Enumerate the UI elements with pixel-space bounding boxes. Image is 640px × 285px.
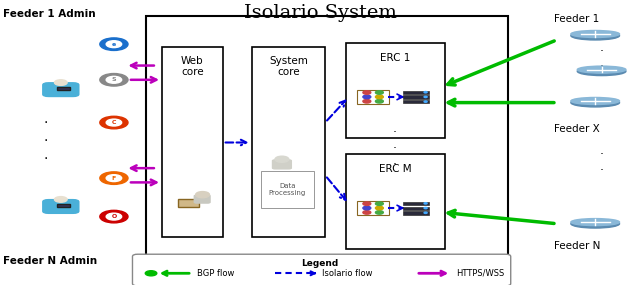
FancyBboxPatch shape [193, 194, 211, 204]
FancyBboxPatch shape [272, 159, 292, 170]
Text: Isolario flow: Isolario flow [322, 269, 372, 278]
Circle shape [363, 95, 371, 99]
FancyBboxPatch shape [403, 207, 429, 210]
Circle shape [106, 119, 122, 126]
Circle shape [100, 172, 128, 184]
FancyBboxPatch shape [58, 204, 70, 207]
Circle shape [363, 202, 371, 205]
Ellipse shape [577, 66, 626, 73]
Circle shape [54, 80, 67, 86]
Circle shape [196, 192, 209, 198]
FancyBboxPatch shape [42, 199, 79, 214]
Ellipse shape [571, 30, 620, 38]
Circle shape [363, 211, 371, 214]
Ellipse shape [571, 31, 620, 40]
Ellipse shape [571, 219, 620, 228]
FancyBboxPatch shape [58, 87, 70, 90]
Text: Feeder N: Feeder N [554, 241, 600, 251]
FancyBboxPatch shape [162, 47, 223, 237]
Ellipse shape [571, 98, 620, 107]
FancyBboxPatch shape [403, 211, 429, 215]
Circle shape [363, 91, 371, 94]
Circle shape [106, 41, 122, 48]
Text: Feeder X: Feeder X [554, 124, 599, 134]
Text: e: e [112, 42, 116, 47]
Text: Feeder 1 Admin: Feeder 1 Admin [3, 9, 96, 19]
Circle shape [424, 203, 427, 204]
Text: O: O [111, 214, 116, 219]
Text: S: S [111, 77, 116, 82]
FancyBboxPatch shape [177, 199, 198, 207]
Circle shape [100, 38, 128, 50]
Ellipse shape [577, 67, 626, 76]
Ellipse shape [571, 97, 620, 105]
Circle shape [376, 206, 383, 210]
Circle shape [424, 91, 427, 93]
Circle shape [106, 175, 122, 182]
Circle shape [363, 206, 371, 210]
Circle shape [376, 99, 383, 103]
FancyBboxPatch shape [146, 16, 508, 256]
FancyBboxPatch shape [42, 82, 79, 97]
Text: ·
·: · · [600, 148, 604, 177]
FancyBboxPatch shape [132, 254, 511, 285]
Circle shape [363, 99, 371, 103]
Circle shape [275, 156, 289, 162]
Text: Legend: Legend [301, 259, 339, 268]
Circle shape [424, 101, 427, 102]
Circle shape [100, 210, 128, 223]
Circle shape [424, 96, 427, 97]
Circle shape [376, 91, 383, 94]
Circle shape [145, 271, 157, 276]
Text: ·
·
·: · · · [600, 30, 604, 73]
Text: System
core: System core [269, 56, 308, 77]
FancyBboxPatch shape [252, 47, 325, 237]
Text: BGP flow: BGP flow [197, 269, 234, 278]
FancyBboxPatch shape [346, 43, 445, 138]
Circle shape [106, 213, 122, 220]
Circle shape [424, 207, 427, 209]
Text: Web
core: Web core [181, 56, 204, 77]
FancyBboxPatch shape [403, 100, 429, 103]
Text: HTTPS/WSS: HTTPS/WSS [456, 269, 504, 278]
Circle shape [376, 95, 383, 99]
Text: ·
·
·: · · · [393, 126, 397, 171]
FancyBboxPatch shape [403, 202, 429, 205]
Text: C: C [111, 120, 116, 125]
Circle shape [424, 212, 427, 213]
FancyBboxPatch shape [403, 91, 429, 94]
Circle shape [376, 211, 383, 214]
Text: Feeder N Admin: Feeder N Admin [3, 256, 97, 266]
Text: ERC 1: ERC 1 [380, 53, 410, 63]
FancyBboxPatch shape [403, 95, 429, 99]
Text: ·
·
·: · · · [44, 116, 48, 166]
Circle shape [376, 202, 383, 205]
Circle shape [100, 116, 128, 129]
FancyBboxPatch shape [261, 171, 314, 208]
Text: ERC M: ERC M [379, 164, 412, 174]
Text: Isolario System: Isolario System [244, 4, 396, 22]
FancyBboxPatch shape [346, 154, 445, 249]
Circle shape [100, 74, 128, 86]
Text: Data
Processing: Data Processing [269, 183, 306, 196]
Circle shape [106, 76, 122, 83]
Text: Feeder 1: Feeder 1 [554, 14, 599, 24]
Text: F: F [112, 176, 116, 181]
Ellipse shape [571, 219, 620, 226]
Circle shape [54, 197, 67, 202]
